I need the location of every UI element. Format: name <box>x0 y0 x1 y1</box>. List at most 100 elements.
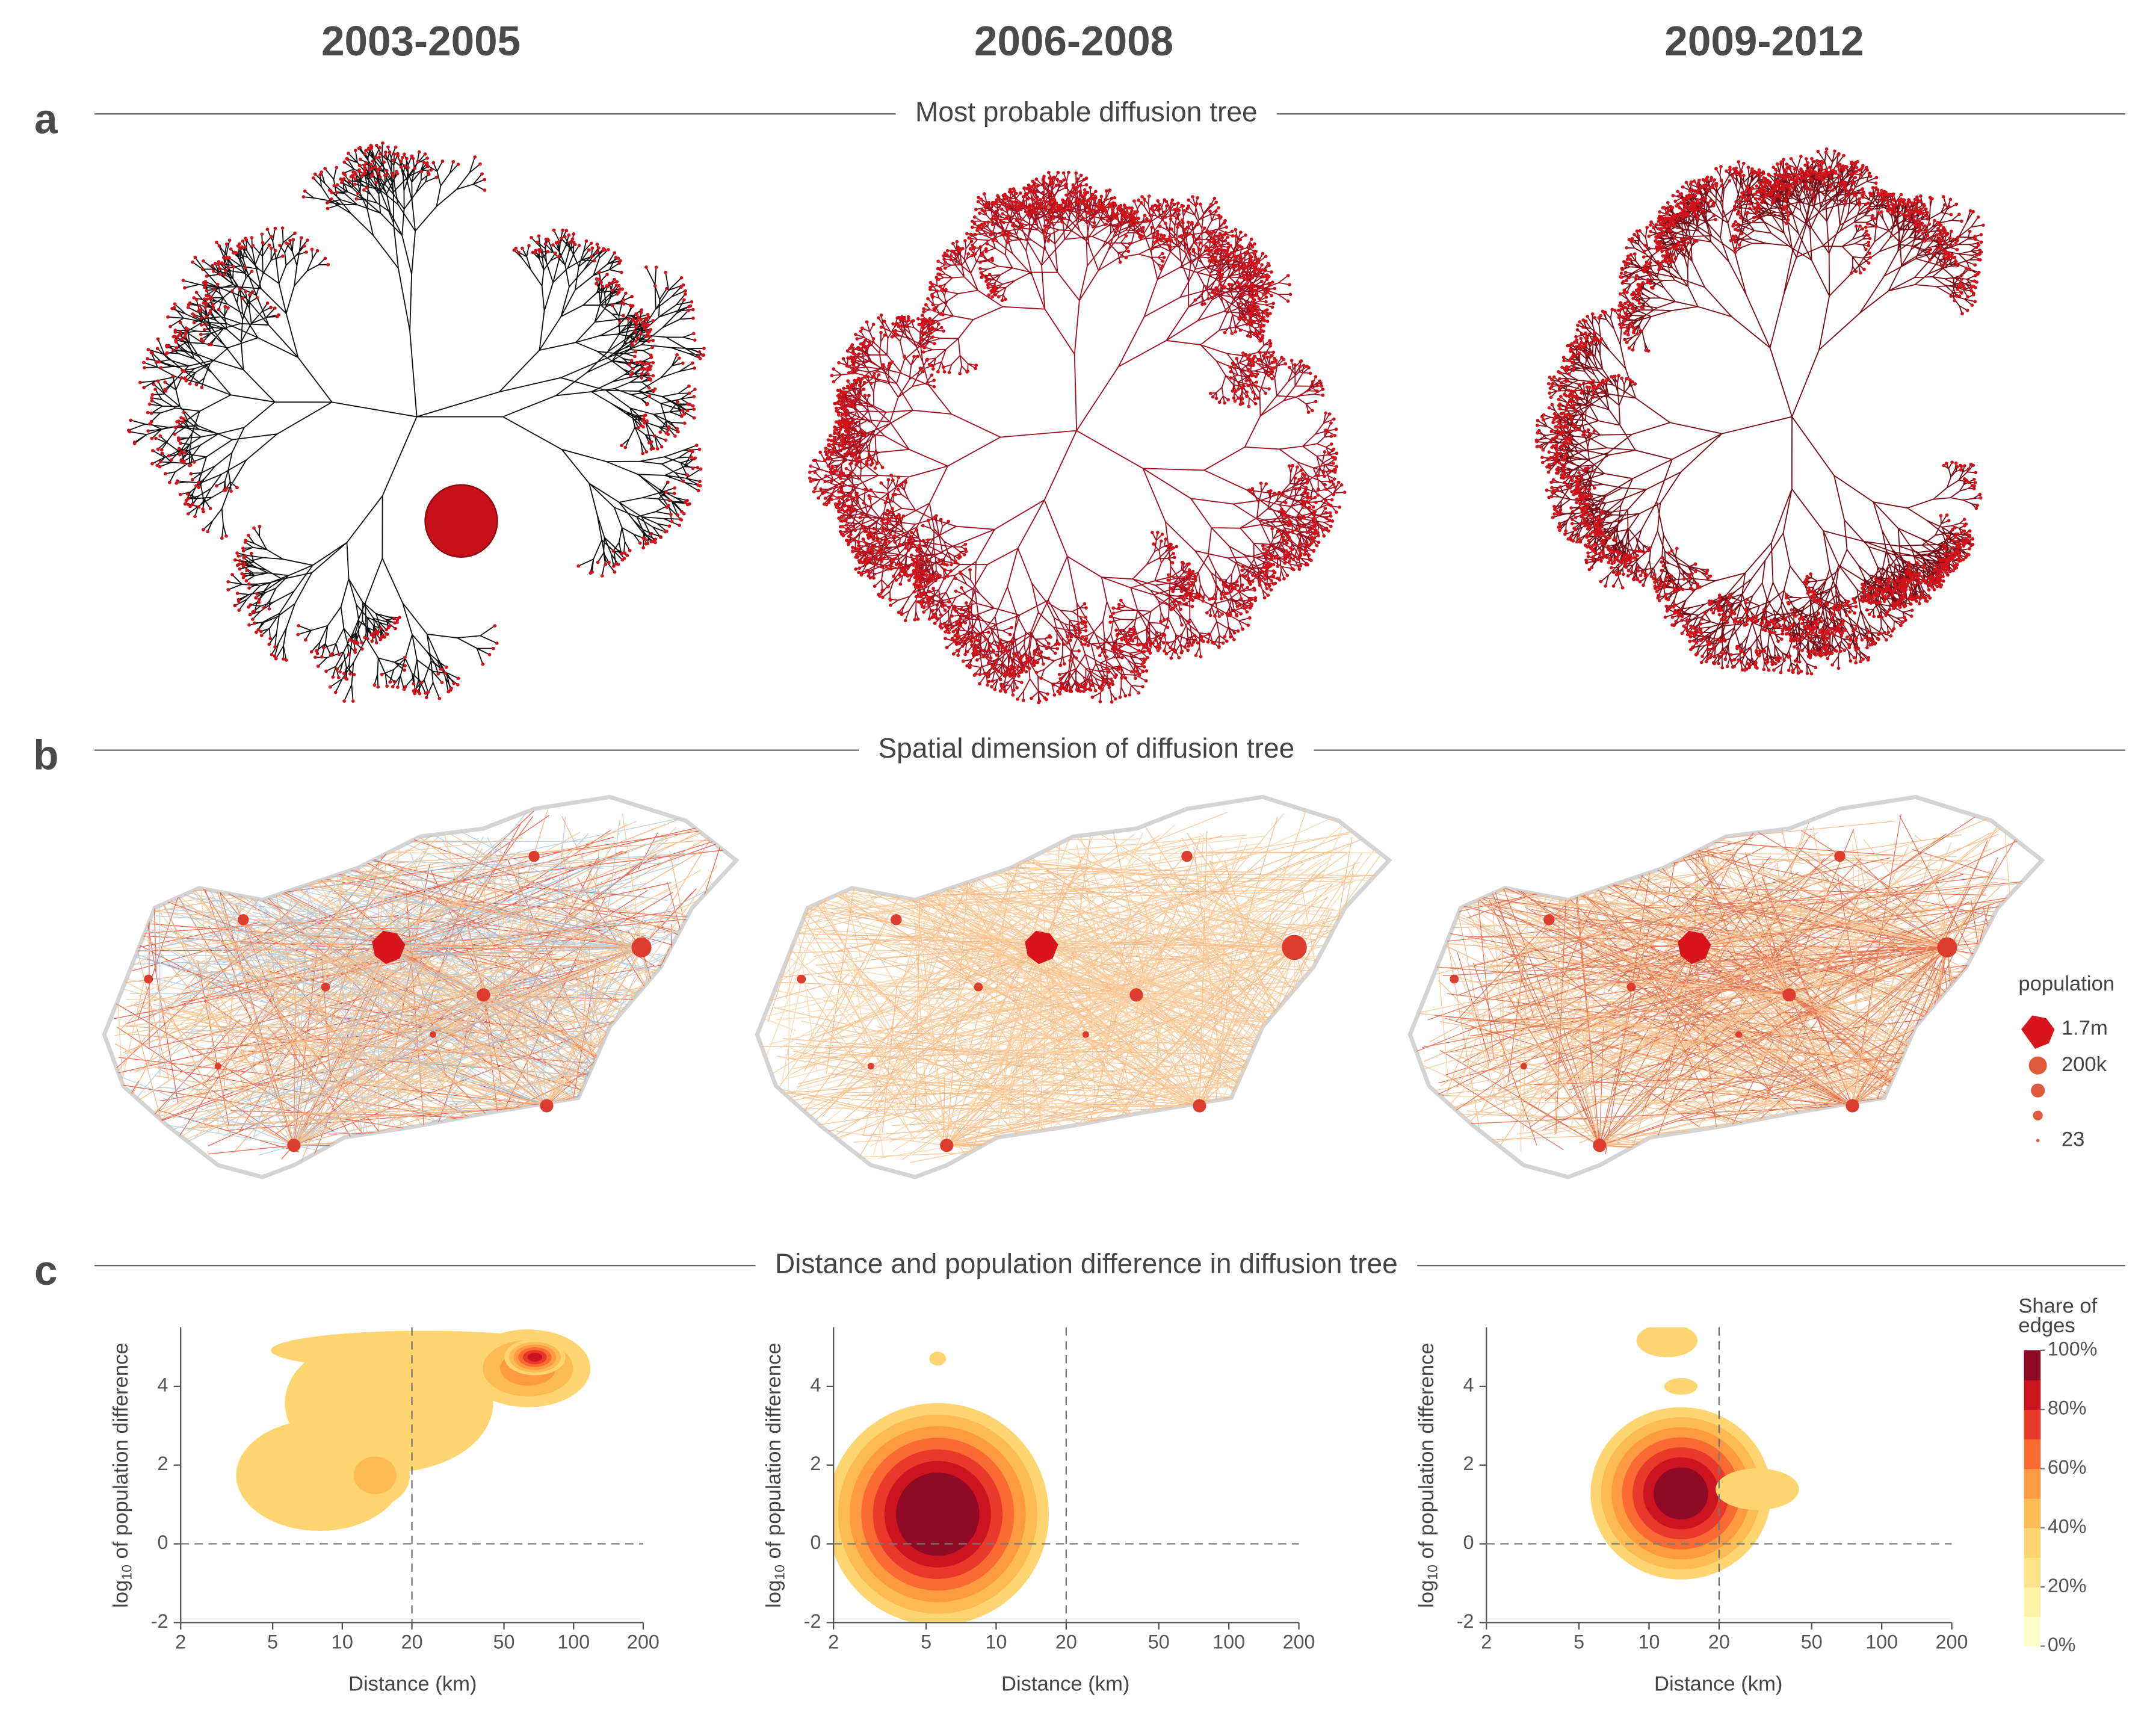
city <box>1846 1099 1859 1113</box>
y-label-base: log <box>1415 1580 1438 1608</box>
tree-nodes <box>808 170 1347 705</box>
y-tick-label: 4 <box>157 1374 168 1395</box>
colorbar-label: 60% <box>2048 1456 2087 1478</box>
x-tick-label: 20 <box>1055 1631 1077 1652</box>
city <box>238 914 249 926</box>
contour-level <box>353 1456 397 1494</box>
x-tick-label: 10 <box>332 1631 353 1652</box>
population-legend-title: population <box>2018 972 2114 995</box>
capital <box>1025 930 1058 965</box>
city <box>287 1139 301 1152</box>
x-tick-label: 50 <box>1801 1631 1823 1652</box>
colorbar-label: 40% <box>2048 1515 2087 1537</box>
y-tick-label: 0 <box>810 1531 821 1553</box>
x-tick-label: 50 <box>493 1631 515 1652</box>
legend-dot <box>2036 1139 2040 1143</box>
x-tick-label: 20 <box>1708 1631 1730 1652</box>
x-tick-label: 5 <box>267 1631 278 1652</box>
y-axis-label: log10 of population difference <box>1415 1343 1440 1608</box>
contour-field <box>236 1329 591 1531</box>
capital <box>1678 930 1711 965</box>
city <box>1129 988 1143 1002</box>
colorbar-swatch <box>2024 1409 2041 1440</box>
tree-edges <box>1536 149 1983 675</box>
colorbar-swatch <box>2024 1498 2041 1528</box>
contour-level <box>1636 1327 1698 1358</box>
city <box>214 1063 221 1070</box>
city <box>1543 914 1555 926</box>
y-axis-label: log10 of population difference <box>762 1343 787 1608</box>
contour-level <box>919 1495 957 1533</box>
map-outline <box>102 794 740 1179</box>
y-tick-label: 4 <box>1463 1374 1474 1395</box>
contour-level <box>1664 1477 1698 1510</box>
legend-capital <box>2021 1015 2055 1049</box>
city <box>867 1063 874 1070</box>
section-letter: a <box>34 95 58 142</box>
city <box>144 974 153 984</box>
legend-dot <box>2031 1083 2045 1098</box>
city <box>1282 935 1307 960</box>
city <box>1520 1063 1527 1070</box>
period-title: 2006-2008 <box>974 17 1173 64</box>
x-tick-label: 2 <box>175 1631 186 1652</box>
colorbar-label: 100% <box>2048 1338 2098 1359</box>
colorbar-title: Share of <box>2018 1294 2097 1317</box>
legend-dot <box>2033 1110 2043 1120</box>
y-axis-label: log10 of population difference <box>110 1343 134 1608</box>
city <box>1593 1139 1607 1152</box>
city <box>940 1139 954 1152</box>
x-axis-label: Distance (km) <box>1001 1672 1129 1695</box>
legend-label: 1.7m <box>2062 1017 2108 1040</box>
map-edge <box>757 811 1389 1165</box>
x-tick-label: 200 <box>1936 1631 1968 1652</box>
y-tick-label: 2 <box>1463 1453 1474 1474</box>
section-title-bg <box>895 94 1277 134</box>
contour-level <box>929 1352 947 1366</box>
city <box>1626 982 1636 992</box>
y-tick-label: 2 <box>157 1453 168 1474</box>
y-label-sub: 10 <box>119 1565 135 1580</box>
x-tick-label: 200 <box>1283 1631 1315 1652</box>
tree-hub <box>424 484 498 558</box>
y-tick-label: 0 <box>1463 1531 1474 1553</box>
y-label-rest: of population difference <box>110 1343 132 1565</box>
y-label-rest: of population difference <box>1415 1343 1438 1565</box>
city <box>1834 850 1846 862</box>
y-label-base: log <box>110 1580 132 1608</box>
city <box>1181 850 1193 862</box>
capital <box>372 930 406 965</box>
tree-nodes <box>126 141 706 703</box>
contour-level <box>1716 1468 1799 1510</box>
x-tick-label: 100 <box>1212 1631 1245 1652</box>
x-tick-label: 10 <box>1639 1631 1660 1652</box>
contour-field <box>1590 1327 1799 1580</box>
x-tick-label: 5 <box>1574 1631 1584 1652</box>
colorbar-label: 80% <box>2048 1397 2087 1419</box>
colorbar-swatch <box>2024 1468 2041 1499</box>
x-tick-label: 100 <box>557 1631 590 1652</box>
contour-field <box>833 1352 1049 1623</box>
section-title-bg <box>859 731 1314 770</box>
colorbar-swatch <box>2024 1350 2041 1380</box>
x-tick-label: 5 <box>921 1631 931 1652</box>
city <box>540 1099 554 1113</box>
y-tick-label: -2 <box>1457 1610 1474 1632</box>
city <box>1782 988 1796 1002</box>
x-tick-label: 10 <box>986 1631 1007 1652</box>
period-title: 2009-2012 <box>1664 17 1864 64</box>
section-letter: c <box>34 1247 58 1294</box>
city <box>1082 1031 1089 1038</box>
tree-edges <box>128 143 704 702</box>
x-axis-label: Distance (km) <box>348 1672 477 1695</box>
section-title-bg <box>755 1246 1418 1285</box>
x-axis-label: Distance (km) <box>1654 1672 1782 1695</box>
x-tick-label: 100 <box>1865 1631 1898 1652</box>
city <box>321 982 330 992</box>
legend-label: 23 <box>2062 1128 2085 1151</box>
colorbar-swatch <box>2024 1527 2041 1558</box>
y-tick-label: 2 <box>810 1453 821 1474</box>
y-label-base: log <box>762 1580 785 1608</box>
legend-label: 200k <box>2062 1053 2107 1076</box>
